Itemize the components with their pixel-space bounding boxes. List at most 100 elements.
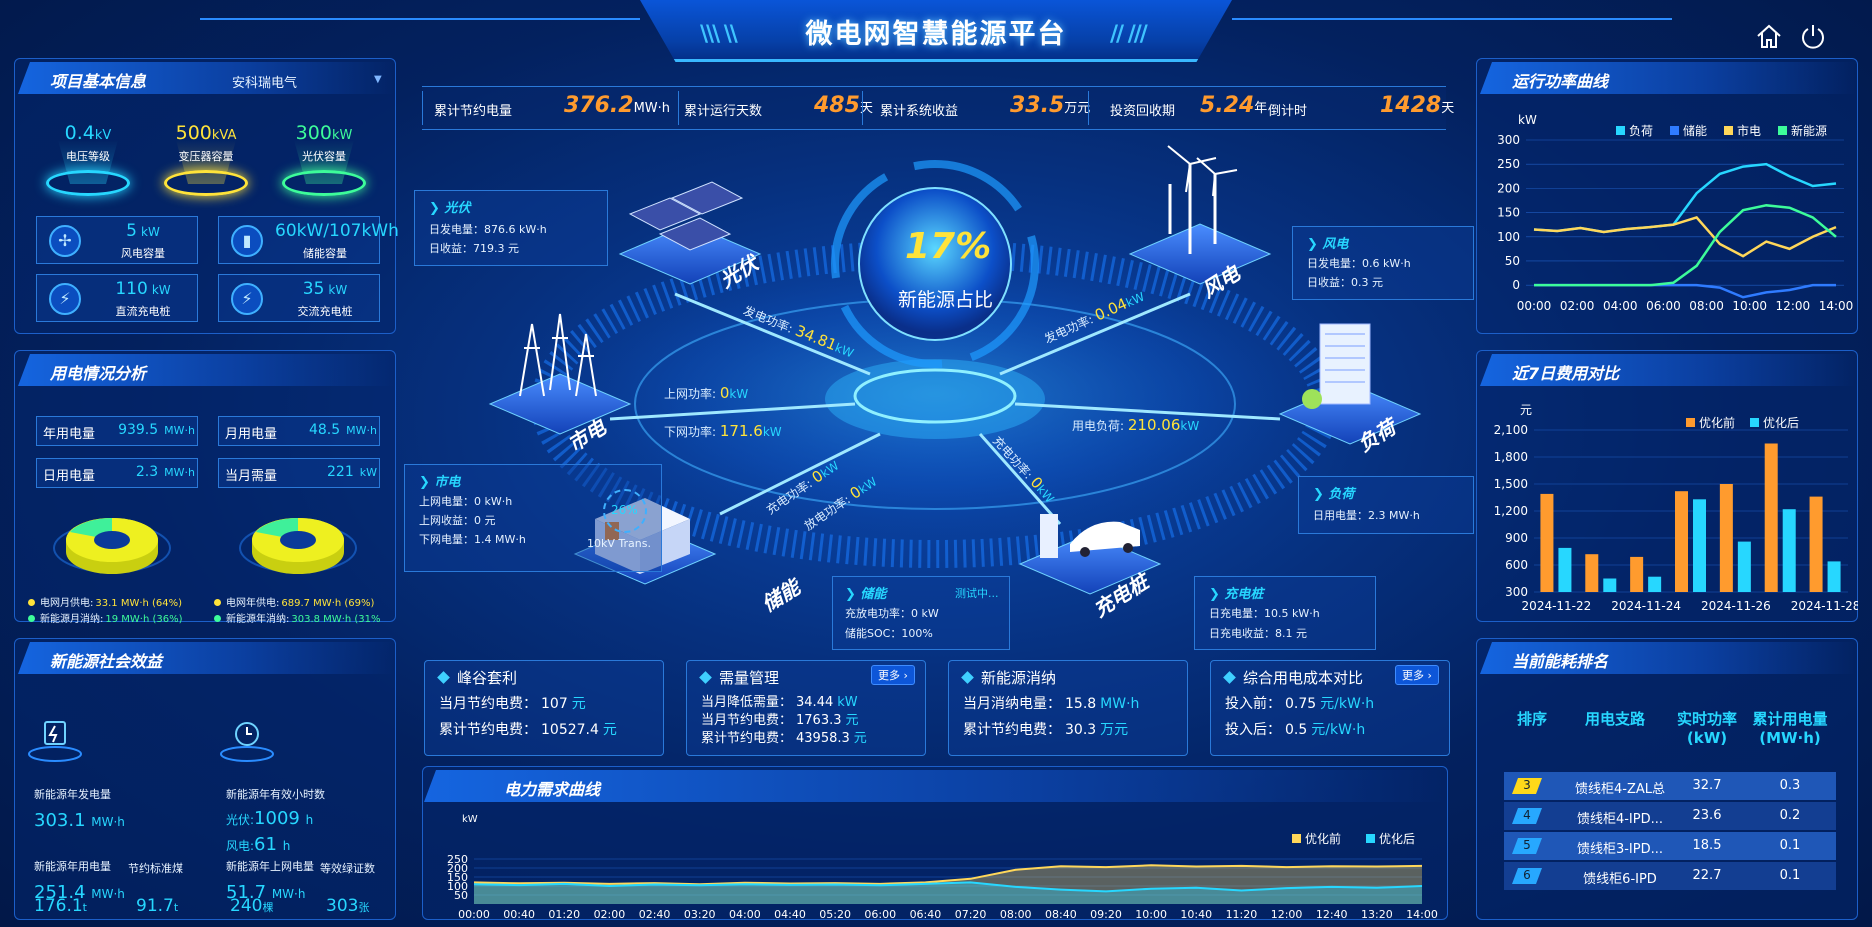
rank-row[interactable]: 4 馈线柜4-IPD... 23.6 0.2 xyxy=(1504,802,1836,830)
usage-value-unit: kW xyxy=(359,466,377,479)
cost-bar xyxy=(1827,561,1841,592)
info-pv-title-text: 光伏 xyxy=(444,201,471,216)
stat-value: 1428天 xyxy=(1380,93,1454,118)
battery-icon: ▮ xyxy=(231,225,263,257)
cost-bar xyxy=(1585,554,1599,592)
orb-ring xyxy=(831,160,1039,368)
rank-row[interactable]: 5 馈线柜3-IPD... 18.5 0.1 xyxy=(1504,832,1836,860)
demand-xtick: 05:20 xyxy=(819,908,851,920)
leaf-icon xyxy=(1223,671,1236,684)
power-ytick: 300 xyxy=(1497,133,1520,147)
company-select[interactable]: 安科瑞电气 xyxy=(232,72,297,91)
charger-node[interactable] xyxy=(1018,514,1162,595)
chevron-right-icon: › xyxy=(900,669,908,682)
newenergy-ratio-label: 新能源占比 xyxy=(898,289,994,311)
leaf-icon xyxy=(699,671,712,684)
stat-divider xyxy=(422,91,423,125)
project-info-title: ◣项目基本信息 xyxy=(18,62,394,94)
cost-bar xyxy=(1675,491,1688,592)
social-coal-label: 节约标准煤 xyxy=(128,862,183,875)
power-ytick: 200 xyxy=(1497,181,1520,195)
cost-title: ◣近7日费用对比 xyxy=(1480,354,1856,386)
rank-row[interactable]: 3 馈线柜4-ZAL总 32.7 0.3 xyxy=(1504,772,1836,800)
demand-series-area xyxy=(474,882,1422,904)
grid-down-unit: kW xyxy=(762,425,782,439)
pv-node[interactable] xyxy=(618,181,762,285)
demand-series-area xyxy=(474,865,1422,904)
grid-node[interactable] xyxy=(488,313,632,435)
info-grid-title-text: 市电 xyxy=(434,475,461,490)
info-grid-line1: 上网电量：0 kW·h xyxy=(419,495,513,508)
more-button[interactable]: 更多 › xyxy=(871,665,915,685)
social-title: ◣新能源社会效益 xyxy=(18,642,394,674)
home-icon[interactable] xyxy=(1754,22,1784,52)
benefit-row: 投入前： 0.75 元/kW·h xyxy=(1225,693,1374,713)
info-pile: ❯ 充电桩 日充电量：10.5 kW·h 日充电收益：8.1 元 xyxy=(1194,576,1376,650)
social-gen-label: 新能源年发电量 xyxy=(34,788,111,801)
benefit-card-title: 新能源消纳 xyxy=(981,669,1057,687)
info-pv-line1: 日发电量：876.6 kW·h xyxy=(429,223,547,236)
grid-up-power: 上网功率: 0kW xyxy=(664,384,748,402)
rank-row[interactable]: 6 馈线柜6-IPD 22.7 0.1 xyxy=(1504,862,1836,890)
benefit-row-unit: 万元 xyxy=(1100,722,1129,738)
benefit-row-value: 30.3 xyxy=(1065,722,1097,738)
cost-title-text: 近7日费用对比 xyxy=(1512,364,1620,383)
social-h: 303张 xyxy=(326,896,369,916)
load-node[interactable] xyxy=(1278,323,1422,445)
chevron-down-icon[interactable]: ▼ xyxy=(374,74,382,85)
demand-xtick: 06:40 xyxy=(910,908,942,920)
item-value-unit: kW xyxy=(328,283,348,297)
power-legend-swatch xyxy=(1616,126,1625,135)
grid-down-value: 171.6 xyxy=(719,422,763,440)
demand-xtick: 10:40 xyxy=(1180,908,1212,920)
social-gen-number: 303.1 xyxy=(34,810,86,831)
stat-value-number: 485 xyxy=(814,93,860,118)
flow-line-pv xyxy=(674,292,871,376)
more-button[interactable]: 更多 › xyxy=(1395,665,1439,685)
rank-branch: 馈线柜4-IPD... xyxy=(1576,812,1664,827)
flow-line-grid xyxy=(609,402,856,421)
power-icon[interactable] xyxy=(1798,22,1828,52)
social-f: 91.7t xyxy=(136,896,178,916)
usage-value-number: 48.5 xyxy=(308,422,341,438)
info-wind-title: ❯ 风电 xyxy=(1307,237,1349,252)
benefit-row-value: 43958.3 xyxy=(796,731,850,746)
social-g-unit: 棵 xyxy=(262,901,274,914)
stat-value-unit: 万元 xyxy=(1064,101,1091,116)
usage-donuts xyxy=(53,518,357,574)
info-storage: ❯ 储能 测试中... 充放电功率：0 kW 储能SOC：100% xyxy=(832,576,1010,650)
power-legend-label: 市电 xyxy=(1737,123,1761,138)
wind-node[interactable] xyxy=(1128,145,1272,285)
demand-xtick: 04:00 xyxy=(729,908,761,920)
project-info-title-text: 项目基本信息 xyxy=(50,72,147,91)
benefit-card-title: 综合用电成本对比 xyxy=(1243,669,1364,687)
benefit-row-unit: 元 xyxy=(602,722,617,738)
card-value-number: 0.4 xyxy=(64,122,95,144)
usage-row: 当月需量 221 kW xyxy=(218,458,380,488)
chevron-right-icon: › xyxy=(1424,669,1432,682)
power-series-line xyxy=(1534,283,1836,299)
info-load-line1: 日用电量：2.3 MW·h xyxy=(1313,509,1420,522)
usage-panel xyxy=(14,350,396,622)
usage-value-number: 2.3 xyxy=(135,464,159,480)
usage-legend-item: 新能源月消纳: 19 MW·h (36%) xyxy=(28,610,210,625)
cost-bar xyxy=(1558,547,1572,592)
trans-pct: 26% xyxy=(611,503,638,517)
project-item: ⚡ 35 kW 交流充电桩 xyxy=(218,274,380,322)
usage-legend-label: 新能源月消纳: xyxy=(40,614,104,625)
power-legend-swatch xyxy=(1724,126,1733,135)
cost-legend-swatch xyxy=(1686,418,1695,427)
cost-ytick: 2,100 xyxy=(1494,423,1528,437)
usage-legend-value: 303.8 MW·h (31% xyxy=(291,614,381,625)
usage-title-text: 用电情况分析 xyxy=(50,364,147,383)
usage-legend-item: 电网月供电: 33.1 MW·h (64%) xyxy=(28,594,210,609)
trans-label: 10kV Trans. xyxy=(587,537,651,550)
social-gen-unit: MW·h xyxy=(91,815,125,829)
demand-xtick: 08:40 xyxy=(1045,908,1077,920)
power-legend-label: 新能源 xyxy=(1791,123,1827,138)
power-ytick: 50 xyxy=(1505,254,1520,268)
demand-title-text: 电力需求曲线 xyxy=(504,780,601,799)
power-xtick: 02:00 xyxy=(1560,299,1595,313)
header: \\\ \\ // /// 微电网智慧能源平台 xyxy=(0,0,1872,70)
